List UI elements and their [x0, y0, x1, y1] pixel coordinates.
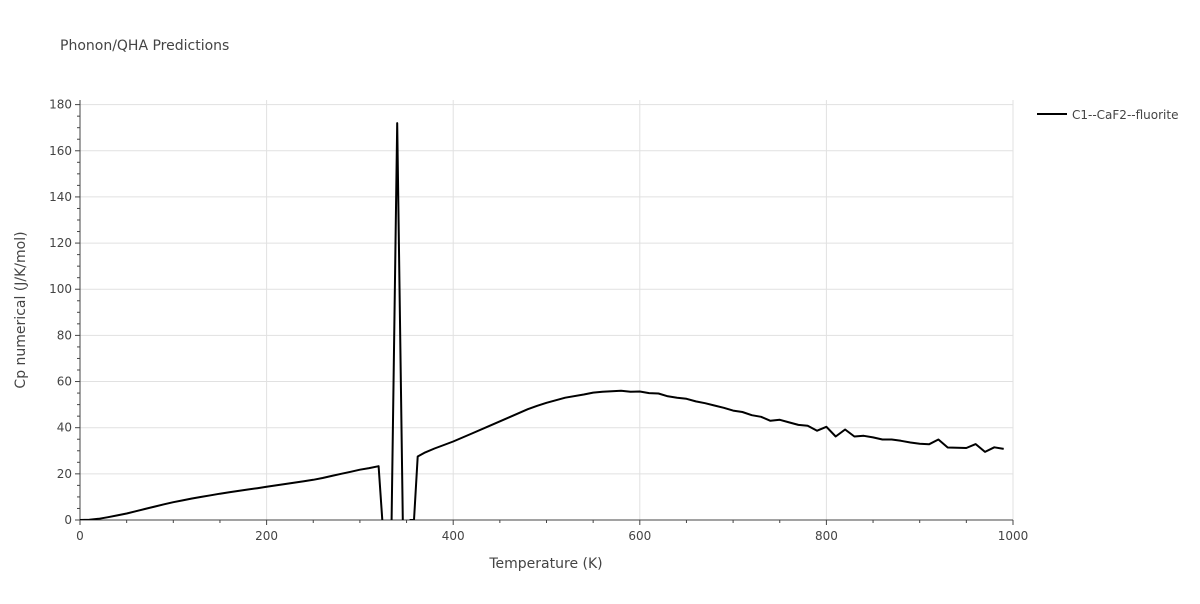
x-tick-label: 800: [815, 529, 838, 543]
chart-title: Phonon/QHA Predictions: [60, 38, 229, 54]
series-line-0[interactable]: [80, 122, 1004, 531]
x-tick-label: 0: [76, 529, 84, 543]
y-tick-label: 100: [49, 282, 72, 296]
y-tick-label: 20: [57, 467, 72, 481]
y-axis-title: Cp numerical (J/K/mol): [13, 231, 29, 388]
x-tick-label: 600: [628, 529, 651, 543]
x-tick-label: 400: [442, 529, 465, 543]
y-tick-label: 160: [49, 144, 72, 158]
y-tick-label: 40: [57, 421, 72, 435]
y-tick-label: 0: [64, 513, 72, 527]
y-tick-label: 180: [49, 98, 72, 112]
y-tick-label: 140: [49, 190, 72, 204]
x-axis-title: Temperature (K): [488, 556, 602, 572]
y-tick-label: 60: [57, 375, 72, 389]
y-tick-label: 120: [49, 236, 72, 250]
y-tick-label: 80: [57, 328, 72, 342]
axes: [75, 100, 1014, 525]
x-tick-label: 200: [255, 529, 278, 543]
grid-lines: [80, 100, 1014, 520]
series-lines[interactable]: [80, 122, 1004, 531]
x-tick-label: 1000: [998, 529, 1029, 543]
legend-label: C1--CaF2--fluorite: [1072, 108, 1178, 122]
legend[interactable]: C1--CaF2--fluorite: [1037, 108, 1178, 122]
tick-labels: 0 200 400 600 800 1000 0 20 40 60 80 100 120 140 160 18…: [49, 98, 1028, 543]
